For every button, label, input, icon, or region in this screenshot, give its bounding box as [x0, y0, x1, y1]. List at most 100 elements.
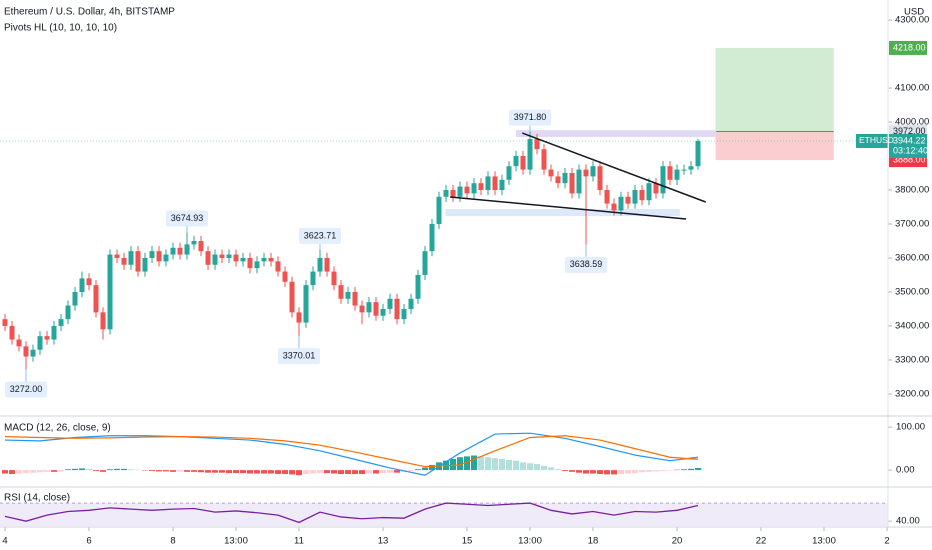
macd-histogram-bar [288, 470, 295, 475]
x-tick-label: 13 [378, 536, 389, 547]
loss-zone [715, 131, 834, 161]
candle-body [695, 140, 701, 167]
candle-body [191, 240, 197, 245]
target-label: 4218.00 [893, 42, 926, 52]
macd-histogram-bar [323, 470, 330, 474]
macd-histogram-bar [22, 470, 29, 474]
y-tick-label: 4300.00 [895, 15, 929, 26]
macd-histogram-bar [330, 470, 337, 474]
candle-body [632, 189, 638, 204]
macd-histogram-bar [274, 470, 281, 474]
macd-histogram-bar [309, 470, 316, 474]
pivot-label: 3623.71 [304, 230, 337, 240]
macd-histogram-bar [372, 470, 379, 474]
macd-histogram-bar [680, 469, 687, 471]
macd-histogram-bar [127, 469, 134, 471]
macd-histogram-bar [491, 458, 498, 471]
macd-histogram-bar [36, 470, 43, 473]
macd-histogram-bar [92, 470, 99, 471]
profit-zone [715, 47, 834, 132]
candle-body [562, 173, 568, 184]
candle-body [240, 257, 246, 262]
macd-tick-label: 100.00 [896, 422, 925, 433]
candle-body [408, 298, 414, 309]
macd-histogram-bar [344, 470, 351, 474]
candle-body [345, 291, 351, 299]
y-tick-label: 3600.00 [895, 252, 929, 263]
macd-histogram-bar [211, 470, 218, 473]
macd-histogram-bar [57, 470, 64, 472]
zone [445, 209, 680, 217]
candle-body [282, 271, 288, 282]
macd-histogram-bar [71, 468, 78, 471]
candle-body [163, 254, 169, 262]
macd-histogram-bar [407, 470, 414, 471]
candle-body [114, 254, 120, 258]
macd-histogram-bar [162, 470, 169, 472]
pivot-label: 3638.59 [570, 259, 603, 269]
candle-body [359, 305, 365, 313]
macd-histogram-bar [505, 459, 512, 471]
candle-body [352, 291, 358, 306]
macd-histogram-bar [50, 470, 57, 472]
macd-histogram-bar [645, 470, 652, 472]
candle-body [177, 247, 183, 255]
macd-histogram-bar [414, 469, 421, 471]
candle-body [72, 291, 78, 306]
y-tick-label: 3700.00 [895, 219, 929, 230]
macd-histogram-bar [183, 470, 190, 472]
y-tick-label: 3500.00 [895, 286, 929, 297]
x-tick-label: 18 [588, 536, 599, 547]
macd-histogram-bar [246, 470, 253, 474]
candle-body [373, 302, 379, 316]
macd-histogram-bar [463, 456, 470, 471]
candle-body [450, 189, 456, 197]
candle-body [457, 186, 463, 197]
candle-body [268, 257, 274, 262]
macd-histogram-bar [638, 470, 645, 473]
macd-tick-label: 0.00 [896, 465, 915, 476]
candle-body [205, 251, 211, 265]
macd-histogram-bar [624, 470, 631, 474]
candle-body [296, 312, 302, 323]
candle-body [674, 169, 680, 180]
y-tick-label: 4000.00 [895, 117, 929, 128]
x-tick-label: 8 [170, 536, 175, 547]
macd-histogram-bar [386, 470, 393, 473]
candle-body [338, 285, 344, 299]
candle-body [317, 257, 323, 272]
macd-histogram-bar [449, 458, 456, 471]
y-tick-label: 3300.00 [895, 354, 929, 365]
candle-body [688, 166, 694, 170]
candle-body [653, 183, 659, 194]
macd-histogram-bar [148, 470, 155, 471]
macd-histogram-bar [204, 470, 211, 473]
macd-histogram-bar [8, 470, 15, 474]
candle-body [303, 285, 309, 323]
candle-body [289, 281, 295, 313]
candle-body [394, 298, 400, 320]
candle-body [93, 285, 99, 313]
entry-label: 3972.00 [893, 126, 926, 136]
macd-histogram-bar [232, 470, 239, 474]
candle-body [65, 305, 71, 320]
y-tick-label: 3400.00 [895, 320, 929, 331]
candle-body [548, 169, 554, 177]
candle-body [142, 257, 148, 272]
macd-histogram-bar [260, 470, 267, 474]
trendline [522, 132, 706, 203]
macd-histogram-bar [99, 470, 106, 472]
macd-histogram-bar [302, 470, 309, 474]
candle-body [583, 169, 589, 177]
candle-body [121, 257, 127, 265]
candle-body [184, 244, 190, 255]
macd-histogram-bar [218, 470, 225, 473]
macd-histogram-bar [421, 467, 428, 471]
candle-body [492, 176, 498, 190]
candle-body [387, 298, 393, 309]
macd-histogram-bar [519, 462, 526, 471]
x-tick-label: 4 [2, 536, 7, 547]
macd-histogram-bar [169, 470, 176, 472]
chart-title: Ethereum / U.S. Dollar, 4h, BITSTAMP [4, 7, 175, 18]
macd-histogram-bar [1, 470, 8, 474]
